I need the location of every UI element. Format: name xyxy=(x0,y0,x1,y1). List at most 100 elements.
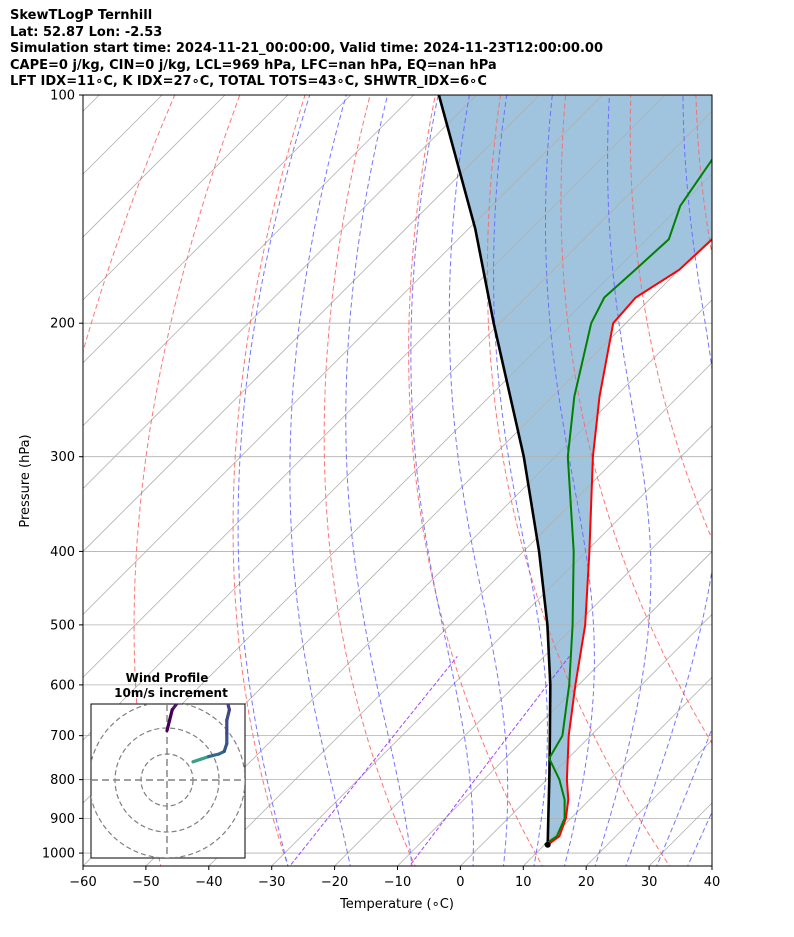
barb-flag xyxy=(735,842,743,855)
hodograph-trace-segment xyxy=(225,708,231,722)
barb-full xyxy=(740,574,749,584)
y-tick-label: 900 xyxy=(50,812,75,827)
x-tick-label: 30 xyxy=(641,875,658,890)
barb-shaft xyxy=(711,506,712,508)
barb-full xyxy=(729,167,733,180)
lcl-marker xyxy=(544,841,551,848)
barb-half xyxy=(730,767,735,772)
y-tick-label: 100 xyxy=(50,89,75,104)
barb-full xyxy=(733,449,740,460)
parcel-profile-line xyxy=(437,95,552,845)
barb-half xyxy=(728,839,732,845)
barb-shaft xyxy=(711,757,712,759)
barb-full xyxy=(743,388,749,400)
barb-shaft xyxy=(711,278,712,280)
y-tick-label: 600 xyxy=(50,678,75,693)
barb-full xyxy=(744,226,748,239)
mixing-ratio-lines xyxy=(289,655,570,866)
moist-adiabat-line xyxy=(656,727,712,866)
wind-barb xyxy=(711,356,744,369)
barb-half xyxy=(727,791,732,796)
wind-barb xyxy=(711,655,712,657)
barb-full xyxy=(733,500,740,511)
x-tick-label: −30 xyxy=(258,875,285,890)
profiles xyxy=(437,95,712,848)
barb-full xyxy=(737,447,744,458)
isotherm-line xyxy=(711,865,712,866)
barb-full xyxy=(735,577,744,587)
hodograph-trace-segment xyxy=(226,704,231,712)
dry-adiabat-line xyxy=(629,95,712,541)
wind-barb xyxy=(711,166,743,180)
wind-barb xyxy=(711,498,744,511)
barb-full xyxy=(733,391,739,403)
moist-adiabats xyxy=(237,95,712,866)
y-axis-ticks: 100 200 300 400 500 600 700 800 900 1000 xyxy=(42,89,83,862)
barb-half xyxy=(729,125,731,132)
barb-full xyxy=(734,167,738,180)
indices-line-2: LFT IDX=11∘C, K IDX=27∘C, TOTAL TOTS=43∘… xyxy=(10,74,487,89)
barb-shaft xyxy=(711,844,712,845)
barb-full xyxy=(728,392,734,404)
dry-adiabats xyxy=(83,95,712,866)
barb-flag xyxy=(736,356,744,369)
cape-cin-shading xyxy=(438,95,712,845)
x-tick-label: −40 xyxy=(195,875,222,890)
hodograph-trace-segment xyxy=(170,704,179,712)
hodograph-inset: Wind Profile 10m/s increment xyxy=(90,671,246,859)
barb-shaft xyxy=(711,852,712,854)
barb-half xyxy=(736,613,740,619)
indices-line-1: CAPE=0 j/kg, CIN=0 j/kg, LCL=969 hPa, LF… xyxy=(10,57,497,73)
isotherm-line xyxy=(271,425,712,866)
moist-adiabat-line xyxy=(410,95,474,866)
isotherm-line xyxy=(83,95,477,490)
barb-shaft xyxy=(711,734,712,736)
isotherm-line xyxy=(83,95,352,364)
barb-full xyxy=(742,540,749,551)
hodograph-title: Wind Profile xyxy=(126,671,209,685)
x-tick-label: 20 xyxy=(578,875,595,890)
wind-barb xyxy=(711,611,749,625)
barb-full xyxy=(744,124,748,137)
barb-full xyxy=(735,805,744,815)
barb-half xyxy=(728,451,732,457)
hodograph-content xyxy=(91,704,245,858)
moist-adiabat-line xyxy=(493,95,548,866)
dry-adiabat-line xyxy=(133,95,241,866)
chart-title: SkewTLogP Ternhill xyxy=(10,8,153,23)
wind-barb xyxy=(711,388,749,404)
wind-barb xyxy=(711,574,749,591)
x-axis-ticks: −60 −50 −40 −30 −20 −10 0 10 20 30 40 xyxy=(69,866,720,890)
barb-shaft xyxy=(711,456,712,457)
barb-half xyxy=(737,676,741,682)
barb-shaft xyxy=(711,550,712,552)
wind-barb xyxy=(711,734,712,736)
barb-full xyxy=(734,764,744,773)
dry-adiabat-line xyxy=(486,95,671,866)
moist-adiabat-line xyxy=(545,95,595,866)
barb-shaft xyxy=(711,798,712,800)
hodograph-trace-segment xyxy=(168,708,174,722)
isotherm-line xyxy=(83,95,100,112)
x-tick-label: 10 xyxy=(515,875,532,890)
isotherm-line xyxy=(83,110,712,741)
isotherm-line xyxy=(83,95,666,678)
y-axis-label: Pressure (hPa) xyxy=(18,434,33,527)
barb-full xyxy=(739,166,743,179)
y-tick-label: 400 xyxy=(50,545,75,560)
moist-adiabat-line xyxy=(594,95,652,866)
barb-full xyxy=(738,390,744,402)
y-tick-label: 200 xyxy=(50,317,75,332)
barb-full xyxy=(731,789,740,799)
barb-full xyxy=(741,611,749,622)
dry-adiabat-line xyxy=(323,95,416,866)
barb-full xyxy=(729,227,733,240)
hodograph-trace-segment xyxy=(165,718,172,733)
barb-shaft xyxy=(711,778,712,780)
barb-full xyxy=(731,807,740,817)
barb-full xyxy=(742,834,749,845)
dry-adiabat-line xyxy=(232,95,306,866)
barb-full xyxy=(739,226,743,239)
barb-full xyxy=(737,498,744,509)
barb-flag xyxy=(725,846,733,859)
